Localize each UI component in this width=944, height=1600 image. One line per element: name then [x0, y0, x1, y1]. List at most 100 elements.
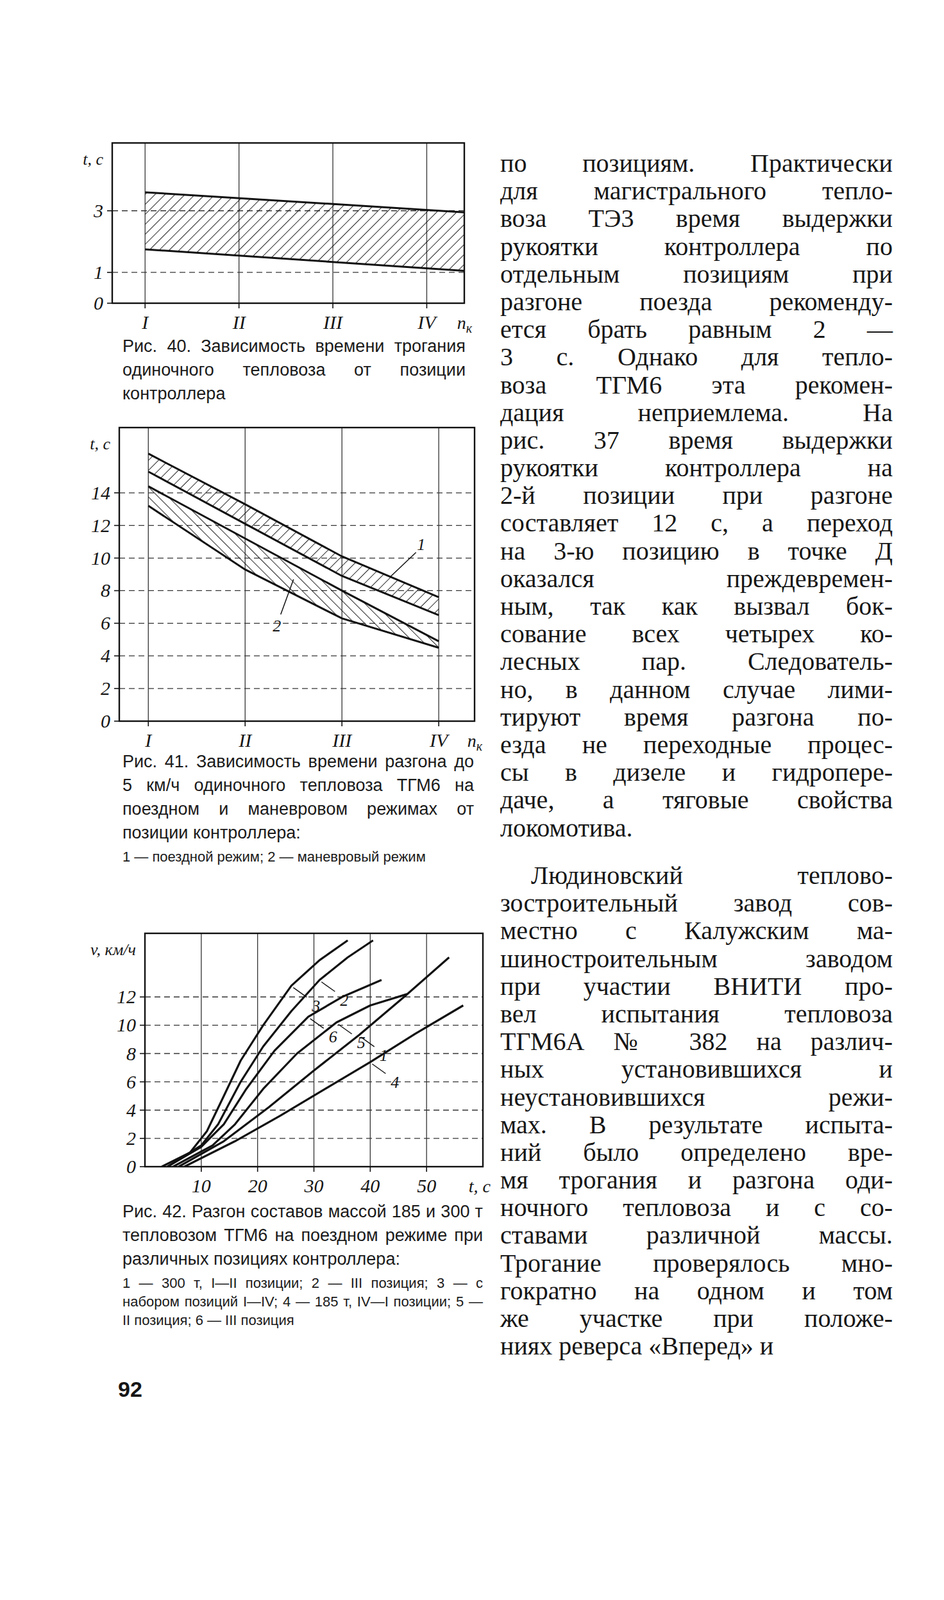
- text-line: ным, так как вызвал бок-: [500, 592, 893, 621]
- y-axis-label: t, с: [82, 150, 104, 169]
- tick-mark: [426, 303, 428, 309]
- band-upper: [148, 486, 439, 642]
- text-line: ставами различной массы.: [500, 1221, 893, 1250]
- text-line: составляет 12 с, а переход: [500, 509, 893, 537]
- grid-line: [313, 933, 315, 1168]
- text-line: Трогание проверялось мно-: [500, 1249, 893, 1278]
- tick-label: 6: [126, 1071, 136, 1093]
- x-axis-label: nк: [457, 312, 473, 336]
- tick-label: I: [144, 729, 153, 751]
- series-label: 4: [390, 1073, 399, 1093]
- tick-label: 8: [100, 579, 111, 601]
- text-line: оказался преждевремен-: [500, 564, 893, 593]
- text-line: дация неприемлема. На: [500, 398, 893, 427]
- text-line: рис. 37 время выдержки: [500, 426, 893, 455]
- tick-label: III: [322, 311, 344, 333]
- tick-label: 0: [100, 710, 111, 732]
- band-fill: [148, 486, 439, 649]
- text-line: сы в дизеле и гидропере-: [500, 758, 893, 787]
- caption-text: Рис. 41. Зависимость времени разгона до …: [122, 750, 474, 846]
- tick-label: 2: [100, 677, 111, 700]
- x-axis-label-sub: к: [466, 321, 473, 336]
- leader-line: [293, 988, 307, 998]
- text-line: тируют время разгона по-: [500, 703, 893, 732]
- band-lower: [144, 249, 465, 272]
- band-fill: [144, 192, 465, 272]
- text-line: зостроительный завод сов-: [500, 889, 893, 918]
- text-line: ется брать равным 2 —: [500, 315, 893, 344]
- plot-frame: [144, 933, 483, 1168]
- page-number: 92: [118, 1377, 143, 1403]
- series-label: 2: [272, 616, 281, 636]
- tick-label: 0: [93, 292, 104, 314]
- data-group: [148, 454, 439, 649]
- tick-mark: [144, 303, 146, 309]
- grid-line: [438, 427, 439, 722]
- figure: 013IIIIIIIVt, сnк: [82, 143, 472, 336]
- tick-label: II: [237, 729, 253, 751]
- tick-label: 10: [91, 547, 111, 569]
- text-line: 3 с. Однако для тепло-: [500, 343, 893, 371]
- text-line: вел испытания тепловоза: [500, 1000, 893, 1029]
- tick-label: 1: [93, 261, 104, 283]
- leader-line: [371, 1064, 386, 1075]
- figure-caption: Рис. 40. Зависимость времени трогания од…: [122, 334, 466, 406]
- figure: 02468101214IIIIIIIV12t, сnк: [89, 427, 483, 754]
- tick-label: 12: [116, 986, 136, 1008]
- curve: [161, 940, 348, 1168]
- data-group: [161, 940, 464, 1168]
- tick-mark: [238, 303, 240, 309]
- series-label: 2: [339, 991, 349, 1011]
- text-line: при участии ВНИТИ про-: [500, 972, 893, 1001]
- caption-note: 1 — 300 т, I—II позиции; 2 — III позиция…: [122, 1274, 483, 1331]
- grid-line: [119, 525, 475, 526]
- tick-label: 3: [92, 200, 104, 222]
- grid-line: [200, 933, 202, 1168]
- text-line: разгоне поезда рекоменду-: [500, 287, 893, 316]
- tick-label: 20: [248, 1175, 268, 1197]
- text-line: на 3-ю позицию в точке Д: [500, 537, 893, 565]
- text-line: шиностроительным заводом: [500, 945, 893, 973]
- curve: [178, 958, 450, 1168]
- x-axis-label-main: n: [457, 312, 467, 333]
- grid-line: [112, 271, 465, 273]
- text-line: мах. В результате испыта-: [500, 1111, 893, 1139]
- grid-line: [119, 557, 475, 559]
- curve: [167, 980, 382, 1168]
- text-line: сование всех четырех ко-: [500, 620, 893, 648]
- grid-line: [119, 623, 475, 624]
- grid-line: [119, 492, 475, 494]
- tick-label: 30: [303, 1175, 324, 1197]
- text-paragraph: Людиновский теплово-зостроительный завод…: [500, 861, 893, 1361]
- curve: [184, 1006, 464, 1168]
- y-axis-label: t, с: [89, 434, 111, 454]
- series-label: 6: [328, 1028, 338, 1047]
- text-line: местно с Калужским ма-: [500, 917, 893, 945]
- text-line: для магистрального тепло-: [500, 177, 893, 205]
- figure: 0246810121020304050123456v, км/чt, с: [90, 933, 492, 1197]
- plot-frame: [119, 427, 475, 722]
- leader-line: [321, 982, 335, 993]
- tick-label: 10: [116, 1014, 136, 1036]
- tick-label: IV: [429, 729, 451, 751]
- leader-line: [280, 579, 294, 616]
- leader-line: [390, 552, 417, 578]
- tick-label: 6: [100, 612, 111, 634]
- tick-label: 12: [91, 514, 111, 537]
- tick-mark: [332, 303, 334, 309]
- tick-label: IV: [416, 311, 439, 333]
- series-label: 5: [357, 1033, 366, 1053]
- text-line: ний было определено вре-: [500, 1138, 893, 1167]
- tick-label: 10: [191, 1175, 211, 1197]
- grid-line: [119, 656, 475, 657]
- curve: [167, 940, 374, 1168]
- caption-text: Рис. 40. Зависимость времени трогания од…: [122, 334, 466, 406]
- figure-caption: Рис. 41. Зависимость времени разгона до …: [122, 750, 474, 867]
- text-line: ТГМ6А № 382 на различ-: [500, 1028, 893, 1056]
- text-paragraph: по позициям. Практическидля магистрально…: [500, 149, 893, 843]
- text-line: даче, а тяговые свойства: [500, 786, 893, 814]
- x-axis-label-sub: к: [476, 739, 483, 754]
- text-line: лесных пар. Следователь-: [500, 647, 893, 676]
- x-axis-label: nк: [467, 731, 483, 754]
- plot-frame: [112, 143, 465, 304]
